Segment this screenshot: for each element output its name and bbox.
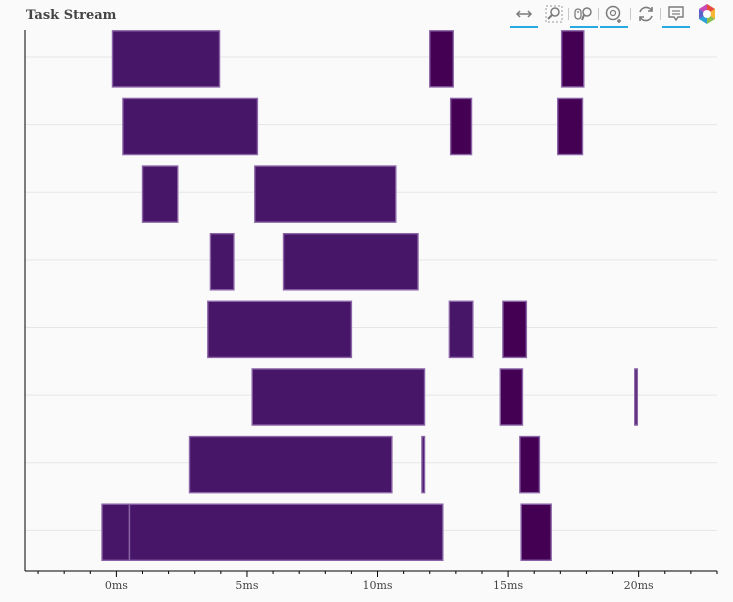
hover-icon (668, 6, 684, 22)
toolbar-separator (630, 8, 631, 20)
task-bar (128, 503, 444, 562)
task-bar (141, 165, 179, 223)
task-bar (448, 300, 474, 359)
xpan-icon (515, 10, 533, 18)
task-bar (520, 503, 552, 562)
task-bar (101, 503, 131, 562)
x-tick-label: 15ms (493, 579, 523, 592)
bokeh-logo-icon (699, 4, 715, 24)
toolbar-separator (598, 8, 599, 20)
task-bar (519, 435, 541, 494)
task-bar (188, 435, 393, 494)
task-bar (209, 232, 235, 291)
tap-icon (605, 5, 621, 23)
toolbar-separator (660, 8, 661, 20)
task-bar (502, 300, 528, 359)
box-zoom-icon (545, 5, 563, 23)
task-bar (111, 30, 221, 88)
hover-tool-button[interactable] (662, 2, 690, 28)
reset-icon (639, 6, 653, 22)
toolbar-separator (568, 8, 569, 20)
x-tick-label: 10ms (362, 579, 392, 592)
task-bar (557, 97, 584, 156)
reset-tool-button[interactable] (632, 2, 660, 28)
task-bar (251, 368, 426, 426)
task-bar (449, 97, 473, 156)
x-tick-label: 20ms (624, 579, 654, 592)
task-bar (560, 30, 585, 88)
task-bar (122, 97, 259, 156)
box-zoom-tool-button[interactable] (540, 2, 568, 28)
task-bar (254, 165, 397, 223)
axes (24, 30, 717, 572)
x-ticks: 0ms 5ms 10ms 15ms 20ms (37, 571, 718, 592)
wheel-zoom-icon (574, 7, 592, 21)
bokeh-logo-button[interactable] (694, 2, 722, 28)
x-tick-label: 0ms (105, 579, 128, 592)
wheel-zoom-tool-button[interactable] (570, 2, 598, 28)
task-bar (499, 368, 524, 426)
xpan-tool-button[interactable] (510, 2, 538, 28)
tap-tool-button[interactable] (600, 2, 628, 28)
task-bar (429, 30, 454, 88)
task-bar (207, 300, 353, 359)
task-bar (634, 368, 639, 426)
task-rects (101, 30, 639, 562)
x-tick-label: 5ms (235, 579, 258, 592)
toolbar (510, 2, 730, 28)
task-bar (282, 232, 419, 291)
task-bar (421, 435, 426, 494)
chart-title: Task Stream (26, 8, 117, 23)
